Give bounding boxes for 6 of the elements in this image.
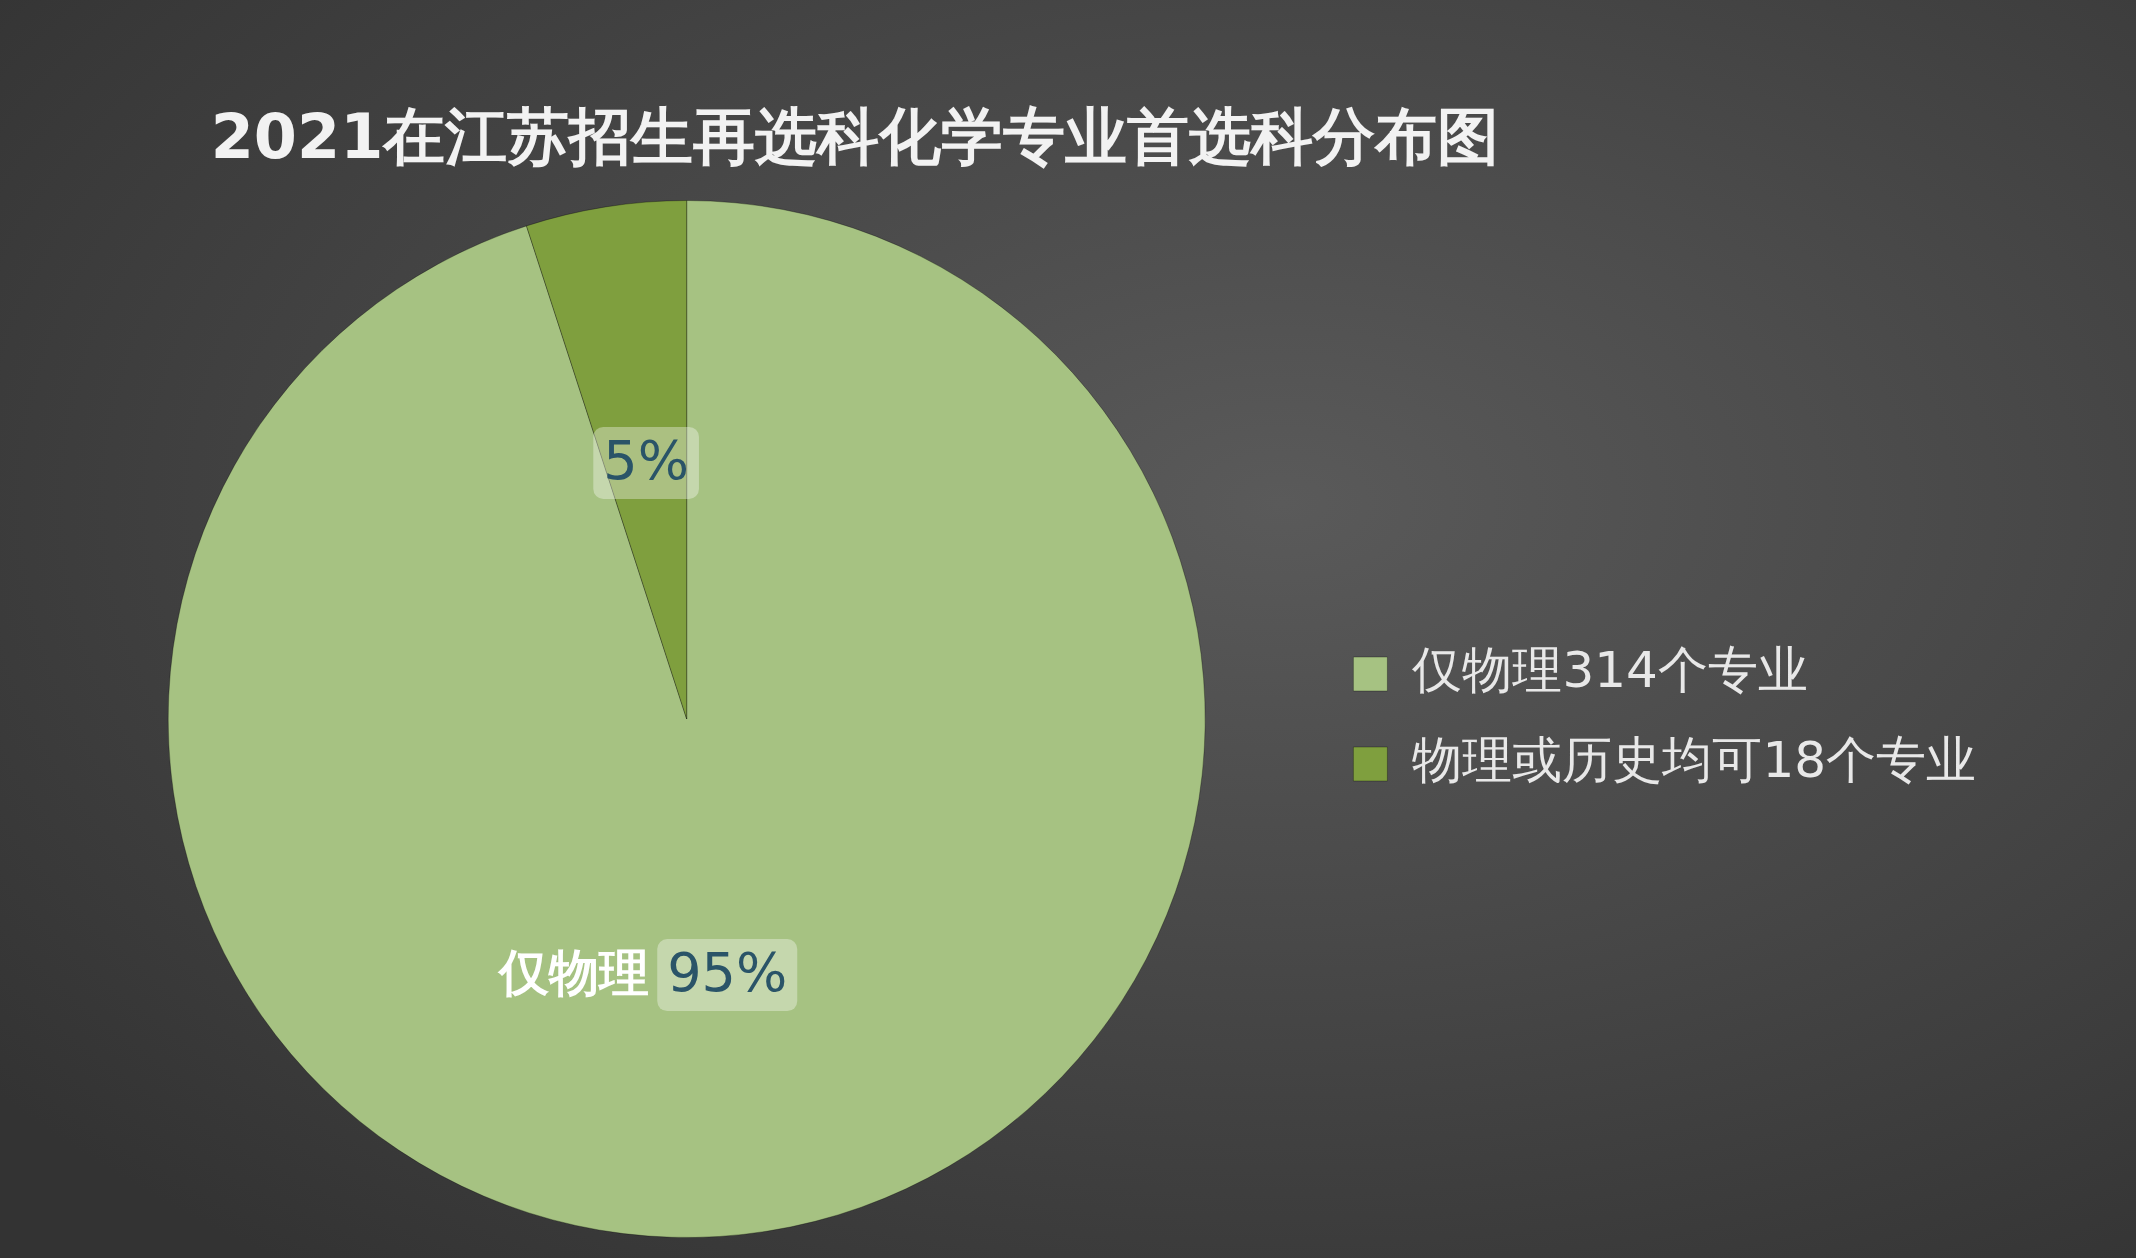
- data-label: 5%: [603, 428, 689, 492]
- data-label: 95%: [667, 941, 788, 1005]
- legend-label: 仅物理314个专业: [1412, 640, 1808, 699]
- legend-label: 物理或历史均可18个专业: [1412, 730, 1976, 789]
- chart-title: 2021在江苏招生再选科化学专业首选科分布图: [209, 99, 1501, 175]
- text: 仅物理: [497, 944, 650, 1003]
